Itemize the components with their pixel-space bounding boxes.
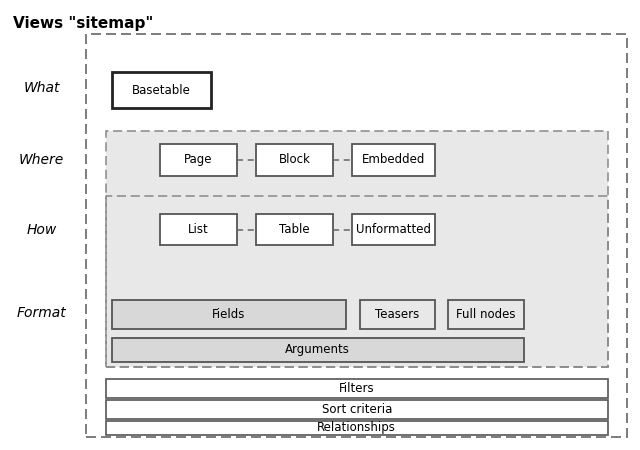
Bar [106, 379, 608, 398]
Bar [106, 130, 608, 367]
Text: Unformatted: Unformatted [356, 223, 431, 236]
Bar [106, 421, 608, 435]
Text: Relationships: Relationships [317, 422, 396, 434]
Text: Full nodes: Full nodes [456, 308, 515, 321]
Bar [86, 34, 627, 436]
Bar [352, 214, 435, 245]
Text: Views "sitemap": Views "sitemap" [13, 16, 153, 31]
Text: Format: Format [17, 306, 67, 320]
Text: Arguments: Arguments [285, 343, 350, 356]
Text: How: How [26, 222, 57, 237]
Bar [106, 196, 608, 367]
Text: Block: Block [278, 153, 310, 166]
Bar [256, 144, 333, 176]
Bar [352, 144, 435, 176]
Bar [112, 72, 211, 108]
Text: Teasers: Teasers [375, 308, 420, 321]
Bar [112, 300, 346, 329]
Text: Table: Table [279, 223, 310, 236]
Bar [112, 338, 524, 362]
Text: Filters: Filters [339, 382, 374, 395]
Bar [106, 400, 608, 419]
Text: What: What [23, 81, 60, 95]
Text: Where: Where [19, 153, 64, 167]
Text: Fields: Fields [212, 308, 246, 321]
Text: Sort criteria: Sort criteria [322, 403, 392, 416]
Bar [360, 300, 435, 329]
Bar [448, 300, 524, 329]
Text: Page: Page [184, 153, 212, 166]
Text: List: List [188, 223, 209, 236]
Bar [256, 214, 333, 245]
Text: Embedded: Embedded [362, 153, 426, 166]
Bar [160, 144, 237, 176]
Text: Basetable: Basetable [132, 84, 191, 96]
Bar [160, 214, 237, 245]
